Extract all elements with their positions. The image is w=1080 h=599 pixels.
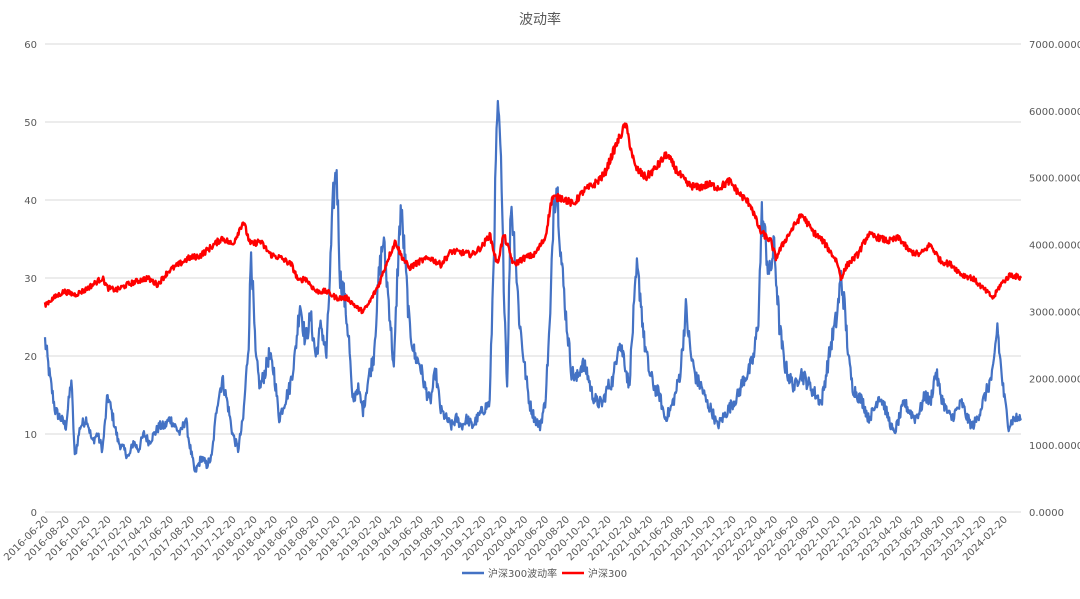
legend: 沪深300波动率 沪深300 [462, 567, 627, 580]
series-lines [43, 99, 1023, 473]
index-series-line [43, 122, 1023, 315]
right-y-axis: 0.0000 1000.0000 2000.0000 3000.0000 4000.00… [1029, 40, 1080, 519]
x-axis: 2016-06-202016-08-202016-10-202016-12-20… [2, 514, 1010, 563]
legend-label: 沪深300 [588, 567, 627, 580]
right-tick-label: 6000.0000 [1029, 107, 1080, 118]
right-tick-label: 1000.0000 [1029, 441, 1080, 452]
legend-label: 沪深300波动率 [488, 567, 557, 580]
right-tick-label: 3000.0000 [1029, 307, 1080, 318]
right-tick-label: 2000.0000 [1029, 374, 1080, 385]
right-tick-label: 7000.0000 [1029, 40, 1080, 51]
left-y-axis: 0 10 20 30 40 50 60 [24, 40, 37, 519]
left-tick-label: 40 [24, 196, 37, 207]
left-tick-label: 50 [24, 118, 37, 129]
right-tick-label: 0.0000 [1029, 508, 1064, 519]
left-tick-label: 20 [24, 352, 37, 363]
left-tick-label: 30 [24, 274, 37, 285]
volatility-series-line [43, 99, 1022, 473]
left-tick-label: 10 [24, 430, 37, 441]
left-tick-label: 0 [31, 508, 37, 519]
gridlines [45, 43, 1021, 513]
right-tick-label: 5000.0000 [1029, 174, 1080, 185]
right-tick-label: 4000.0000 [1029, 241, 1080, 252]
chart-title: 波动率 [519, 11, 561, 28]
left-tick-label: 60 [24, 40, 37, 51]
